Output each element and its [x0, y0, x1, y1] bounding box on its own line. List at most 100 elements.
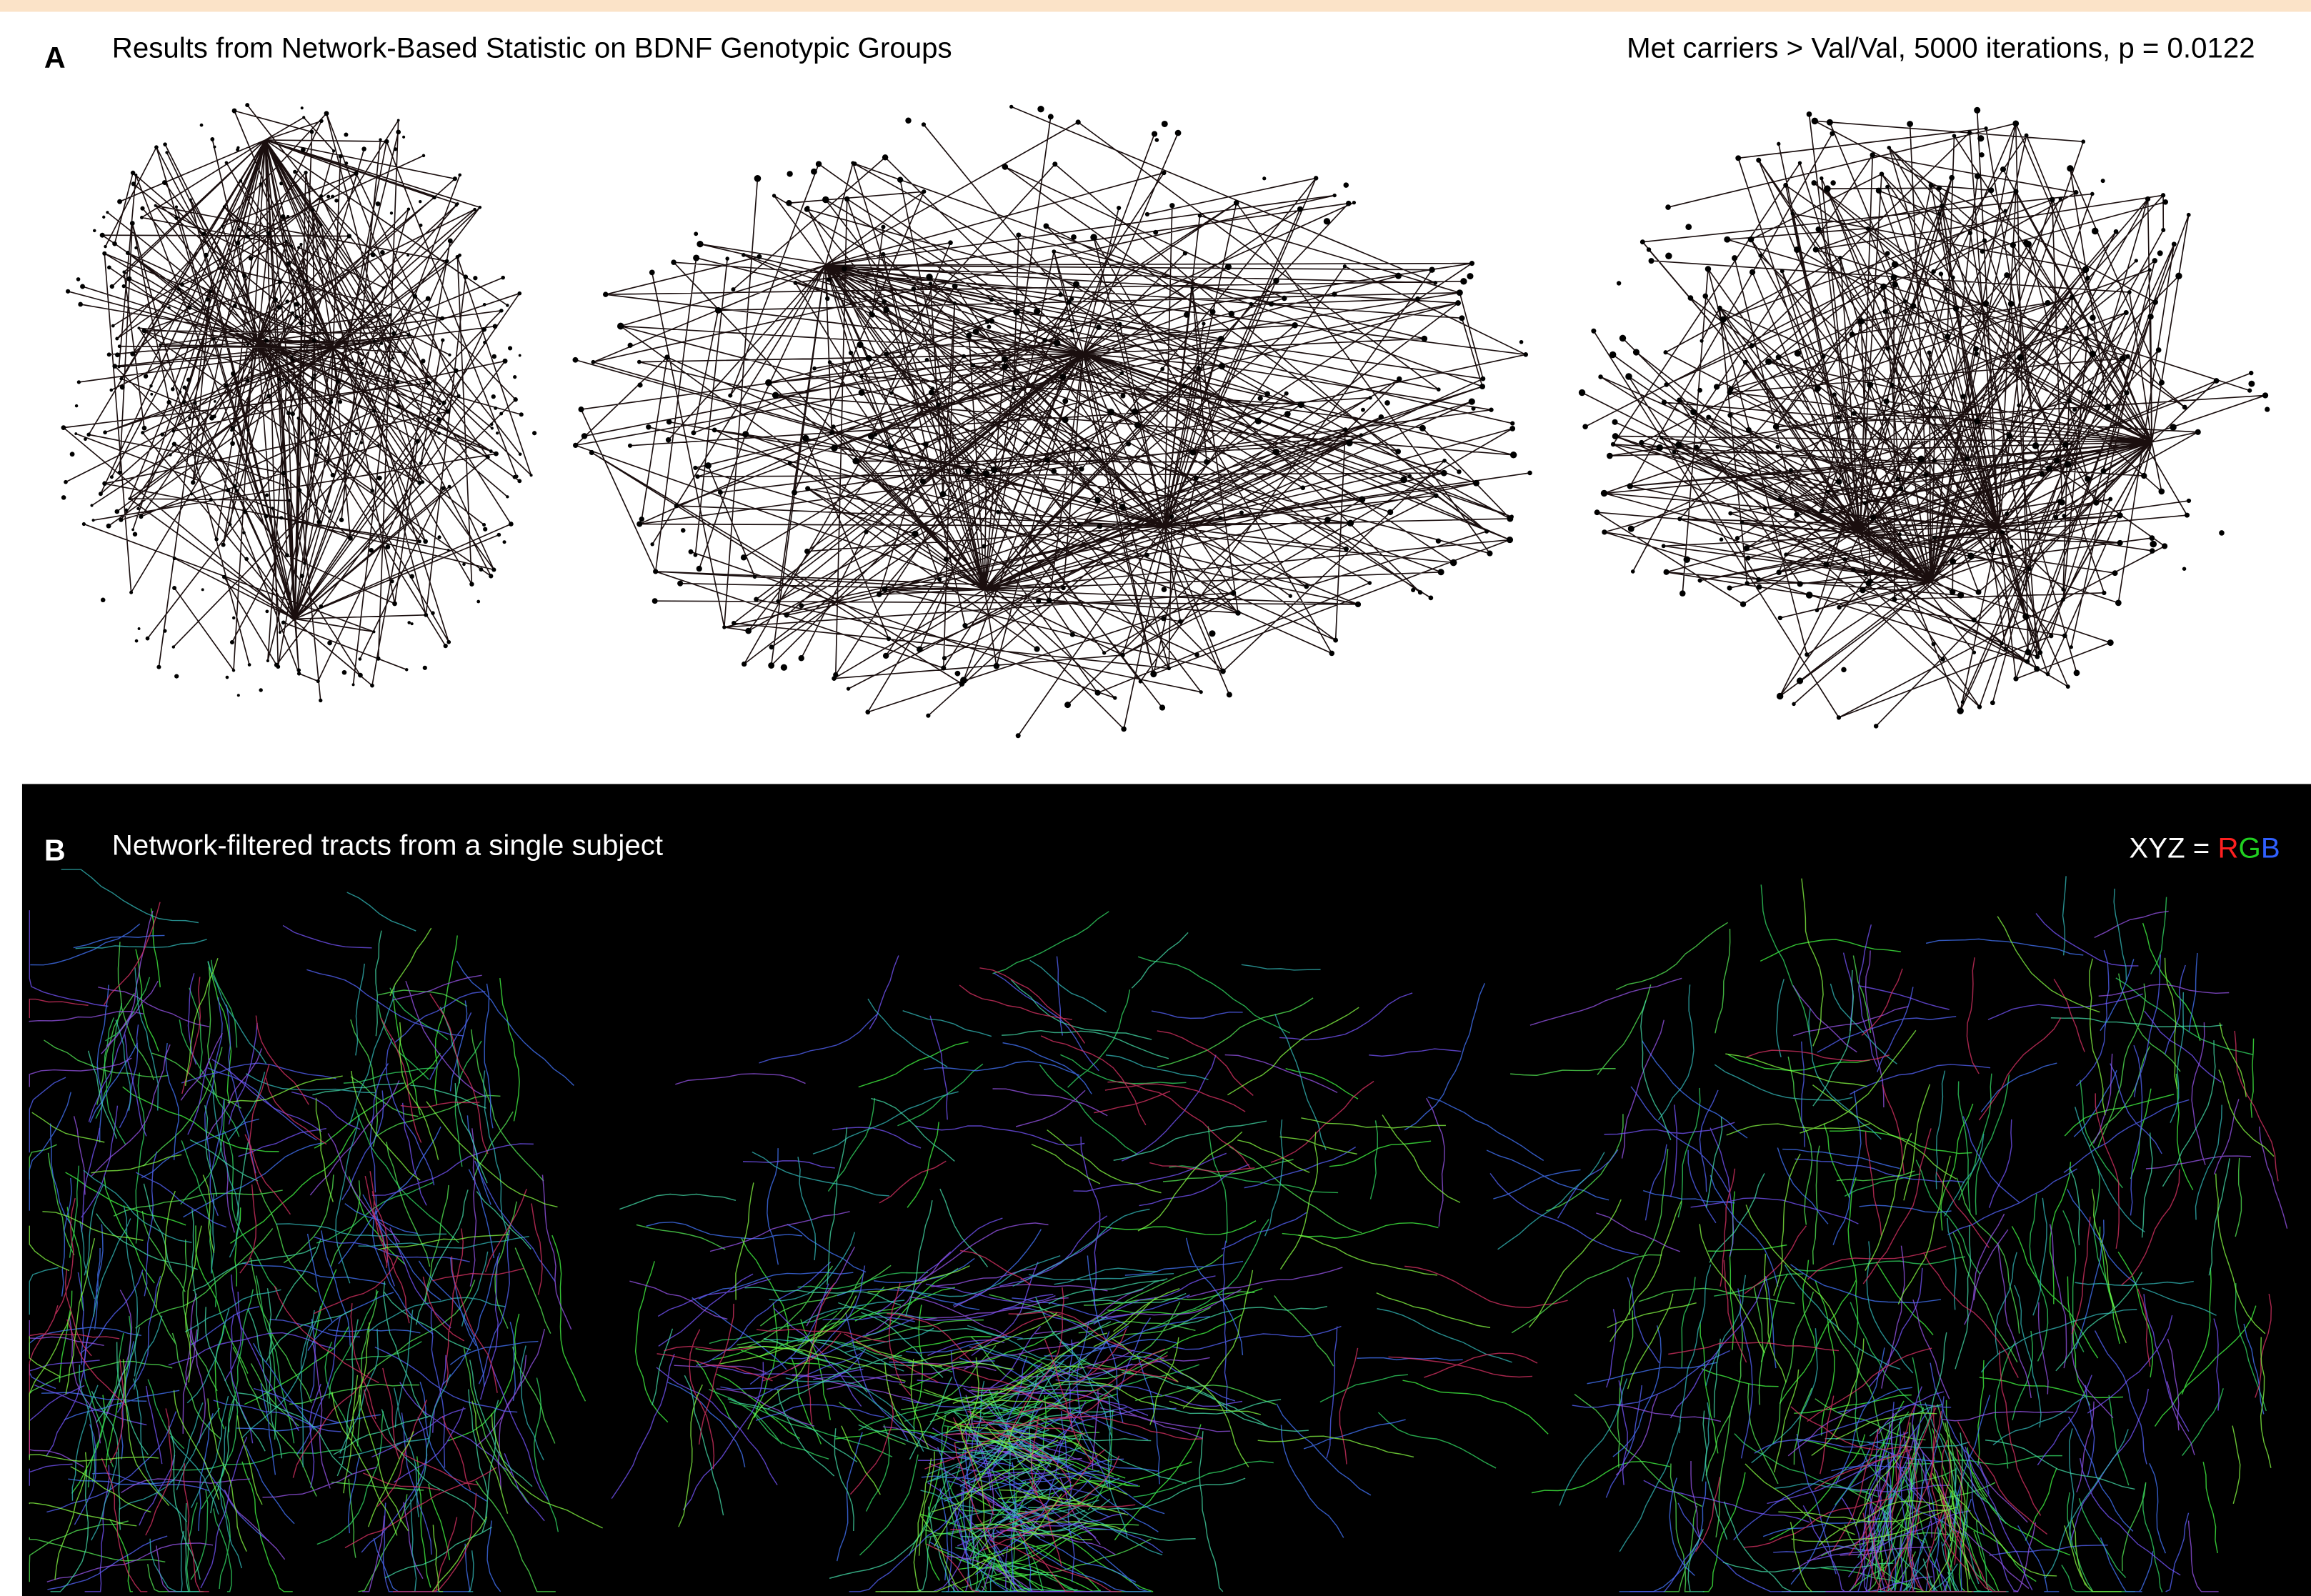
network-node	[637, 382, 642, 387]
network-node	[1379, 414, 1384, 419]
network-node	[462, 563, 466, 567]
network-node	[1863, 501, 1867, 505]
network-node	[212, 414, 216, 418]
network-node	[102, 216, 105, 219]
network-node	[1724, 236, 1730, 243]
network-node	[1792, 702, 1795, 706]
network-node	[2093, 500, 2099, 506]
network-node	[1037, 106, 1044, 112]
network-node	[336, 379, 340, 384]
network-node	[418, 539, 421, 543]
network-node	[772, 392, 779, 399]
network-node	[2127, 290, 2132, 294]
network-node	[291, 358, 294, 361]
network-node	[1757, 584, 1762, 590]
network-node	[2172, 241, 2177, 246]
network-node	[126, 251, 130, 255]
network-node	[2074, 190, 2079, 195]
network-node	[233, 484, 237, 489]
network-node	[230, 441, 235, 446]
network-node	[1220, 669, 1226, 674]
network-node	[92, 519, 95, 522]
network-node	[697, 241, 703, 247]
network-node	[1945, 334, 1950, 339]
network-node	[344, 133, 348, 137]
network-node	[1234, 200, 1239, 206]
network-node	[440, 316, 444, 321]
network-node	[469, 582, 474, 586]
network-node	[1070, 632, 1075, 637]
network-node	[1231, 590, 1236, 595]
network-node	[732, 621, 736, 625]
network-node	[494, 452, 499, 457]
network-node	[1868, 579, 1873, 584]
network-node	[1740, 602, 1746, 607]
network-node	[1812, 118, 1818, 124]
network-node	[982, 544, 986, 549]
network-node	[102, 482, 106, 486]
network-node	[994, 663, 1000, 669]
network-node	[86, 432, 91, 437]
network-node	[922, 189, 926, 194]
network-node	[246, 428, 250, 432]
network-node	[1509, 426, 1515, 432]
network-node	[1352, 201, 1356, 204]
network-node	[424, 613, 428, 617]
network-node	[1602, 529, 1607, 534]
panel-title: Results from Network-Based Statistic on …	[112, 31, 952, 64]
network-node	[881, 225, 885, 229]
network-node	[2065, 461, 2071, 467]
network-node	[1612, 433, 1619, 439]
network-node	[787, 171, 792, 176]
network-node	[1892, 281, 1898, 288]
network-node	[1937, 186, 1942, 191]
network-node	[106, 211, 109, 214]
network-node	[1746, 427, 1752, 433]
network-node	[140, 216, 144, 219]
network-node	[1507, 537, 1513, 543]
network-node	[728, 394, 732, 398]
network-node	[1870, 152, 1875, 158]
network-node	[431, 611, 435, 615]
network-node	[489, 574, 493, 578]
network-node	[2161, 193, 2165, 197]
network-node	[373, 339, 376, 342]
network-node	[2248, 381, 2255, 387]
network-node	[226, 676, 229, 679]
network-node	[1489, 407, 1493, 412]
network-node	[491, 427, 494, 429]
network-node	[1977, 135, 1984, 141]
network-node	[344, 161, 348, 165]
network-node	[1811, 180, 1817, 186]
network-node	[971, 364, 975, 368]
network-node	[444, 644, 448, 648]
network-node	[1898, 486, 1903, 491]
network-node	[1982, 239, 1987, 243]
network-node	[494, 407, 497, 410]
network-node	[827, 277, 831, 281]
network-node	[2185, 513, 2190, 518]
network-node	[652, 598, 658, 604]
network-node	[1830, 180, 1835, 185]
network-node	[1957, 592, 1964, 599]
network-node	[226, 488, 230, 492]
network-node	[313, 374, 316, 376]
network-node	[513, 375, 516, 379]
network-node	[389, 313, 392, 316]
network-node	[960, 677, 967, 684]
network-node	[2100, 468, 2106, 474]
network-node	[2070, 294, 2075, 300]
network-node	[493, 324, 498, 329]
network-node	[299, 321, 304, 325]
network-node	[920, 479, 926, 484]
network-node	[1194, 476, 1199, 481]
network-node	[1218, 336, 1224, 342]
network-node	[1459, 315, 1464, 321]
network-node	[671, 259, 677, 265]
network-node	[1664, 350, 1668, 354]
network-node	[1090, 234, 1097, 240]
network-node	[2087, 323, 2091, 327]
network-node	[1887, 146, 1891, 149]
network-node	[437, 535, 441, 539]
network-node	[2059, 196, 2062, 200]
